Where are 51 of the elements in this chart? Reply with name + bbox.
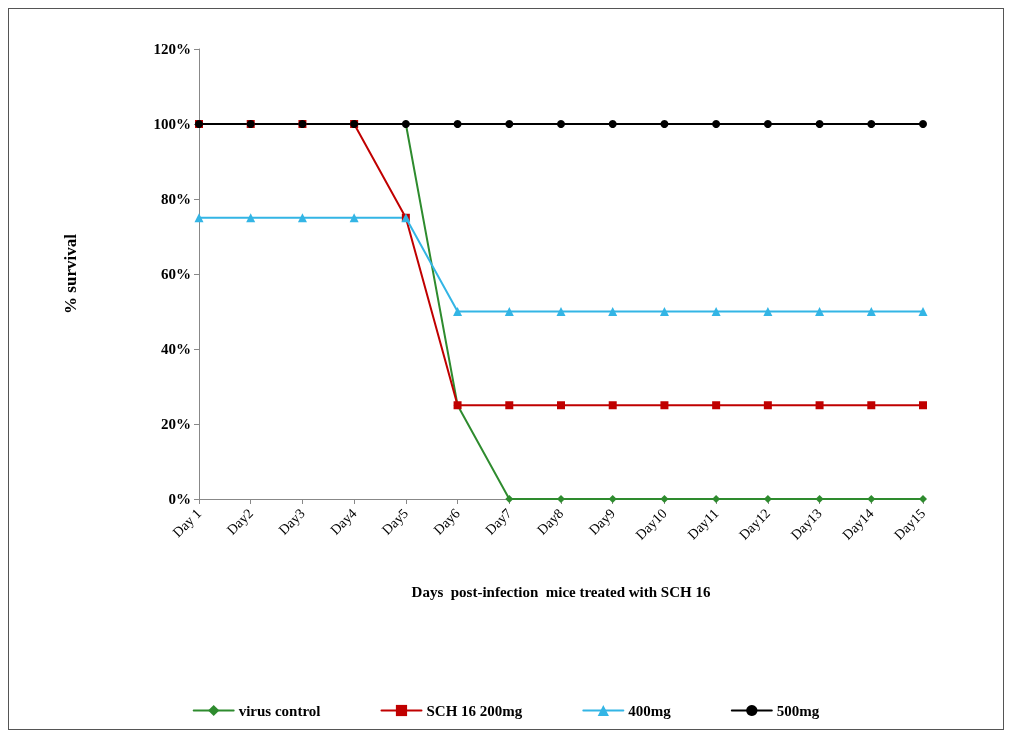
- y-tick-label: 120%: [153, 41, 191, 57]
- point: [453, 307, 463, 316]
- legend-label: SCH 16 200mg: [426, 702, 523, 719]
- point: [608, 401, 617, 410]
- point: [660, 120, 669, 128]
- point: [919, 401, 927, 410]
- point: [712, 120, 721, 128]
- point: [815, 495, 824, 503]
- point: [194, 213, 204, 223]
- x-tick-label: Day 1: [169, 505, 205, 541]
- point: [763, 401, 772, 410]
- point: [557, 120, 565, 128]
- point: [867, 495, 876, 503]
- y-tick-label: 40%: [161, 341, 191, 357]
- point: [660, 401, 669, 410]
- y-tick-label: 60%: [161, 266, 191, 282]
- point: [504, 307, 514, 316]
- point: [557, 401, 565, 410]
- legend-label: 500mg: [776, 702, 820, 719]
- point: [815, 401, 824, 410]
- point: [867, 401, 876, 410]
- y-tick-label: 80%: [161, 191, 191, 207]
- y-tick-label: 0%: [168, 491, 191, 507]
- y-tick-label: 100%: [153, 116, 191, 132]
- point: [815, 120, 824, 128]
- point: [608, 120, 617, 128]
- point: [297, 213, 307, 223]
- y-axis-title: % survival: [61, 233, 80, 314]
- point: [505, 401, 514, 410]
- point: [712, 401, 721, 410]
- legend-label: virus control: [238, 702, 321, 719]
- point: [918, 307, 928, 316]
- legend-label: 400mg: [628, 702, 672, 719]
- point: [608, 307, 618, 316]
- point: [556, 307, 566, 316]
- point: [453, 120, 462, 128]
- point: [866, 307, 876, 316]
- point: [505, 120, 514, 128]
- point: [711, 307, 721, 316]
- point: [919, 120, 927, 128]
- x-axis-title: Days post-infection mice treated with SCH 16: [411, 583, 711, 600]
- point: [659, 307, 669, 316]
- point: [660, 495, 669, 503]
- point: [608, 495, 617, 503]
- point: [505, 495, 514, 503]
- point: [557, 495, 565, 503]
- point: [763, 307, 773, 316]
- point: [763, 120, 772, 128]
- point: [815, 307, 825, 316]
- point: [867, 120, 876, 128]
- y-tick-label: 20%: [161, 416, 191, 432]
